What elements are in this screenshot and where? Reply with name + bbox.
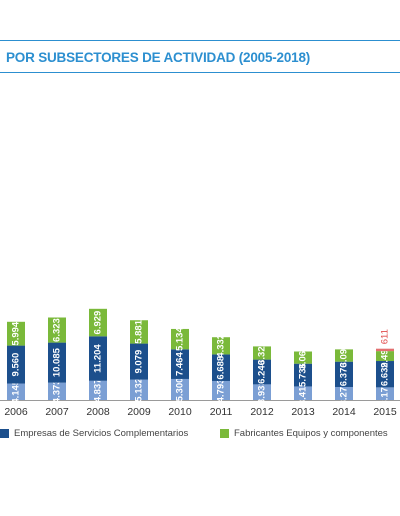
legend-item-1: Fabricantes Equipos y componentes xyxy=(220,428,388,439)
x-tick-label-2009: 2009 xyxy=(127,406,151,418)
data-label-2013-s2: 3.067 xyxy=(298,346,309,370)
bar-segment-2010-s0 xyxy=(171,378,189,400)
bar-segment-2015-s3 xyxy=(376,348,394,352)
x-tick-label-2013: 2013 xyxy=(291,406,315,418)
bar-segment-2015-s0 xyxy=(376,387,394,400)
bar-segment-2012-s2 xyxy=(253,346,271,360)
bar-segment-2015-s1 xyxy=(376,361,394,388)
bar-segment-2014-s1 xyxy=(335,361,353,387)
data-label-2010-s0: 5.300 xyxy=(175,378,186,402)
legend-swatch xyxy=(220,429,229,438)
data-label-2006-s0: 4.145 xyxy=(11,379,22,403)
data-label-2014-s0: 3.278 xyxy=(339,382,350,406)
bar-segment-2008-s1 xyxy=(89,336,107,381)
legend-swatch xyxy=(0,429,9,438)
top-rule xyxy=(0,40,400,41)
data-label-2008-s2: 6.929 xyxy=(93,311,104,335)
data-label-2015-s1: 6.639 xyxy=(380,362,391,386)
data-label-2010-s2: 5.134 xyxy=(175,327,186,351)
data-label-2006-s1: 9.560 xyxy=(11,353,22,377)
data-label-2011-s2: 4.332 xyxy=(216,334,227,358)
bar-segment-2013-s0 xyxy=(294,386,312,400)
legend: Empresas de Servicios Complementarios Fab… xyxy=(0,428,400,444)
x-tick-label-2014: 2014 xyxy=(332,406,356,418)
legend-item-0: Empresas de Servicios Complementarios xyxy=(0,428,188,439)
data-label-2007-s0: 4.373 xyxy=(52,379,63,403)
data-label-2007-s2: 6.323 xyxy=(52,318,63,342)
bar-segment-2009-s0 xyxy=(130,379,148,400)
x-tick-label-2012: 2012 xyxy=(250,406,274,418)
bar-segment-2007-s2 xyxy=(48,317,66,343)
x-tick-label-2010: 2010 xyxy=(168,406,192,418)
data-label-2014-s2: 3.098 xyxy=(339,344,350,368)
data-label-2015-s2: 2.494 xyxy=(380,343,391,367)
bar-segment-2007-s1 xyxy=(48,342,66,383)
bar-segment-2011-s1 xyxy=(212,354,230,381)
bar-segment-2009-s1 xyxy=(130,343,148,380)
bar-segment-2014-s2 xyxy=(335,349,353,362)
data-label-2008-s1: 11.204 xyxy=(93,344,104,373)
bar-segment-2013-s1 xyxy=(294,363,312,387)
x-tick-label-2007: 2007 xyxy=(45,406,69,418)
data-label-2014-s1: 6.376 xyxy=(339,362,350,386)
data-label-2009-s2: 5.881 xyxy=(134,319,145,343)
bar-segment-2006-s2 xyxy=(7,321,25,346)
bar-segment-2013-s2 xyxy=(294,351,312,364)
bar-segment-2006-s0 xyxy=(7,383,25,400)
data-label-2015-s0: 3.179 xyxy=(380,382,391,406)
data-label-2013-s1: 5.736 xyxy=(298,363,309,387)
x-tick-label-2008: 2008 xyxy=(86,406,110,418)
chart-title: POR SUBSECTORES DE ACTIVIDAD (2005-2018) xyxy=(6,50,311,65)
data-label-2009-s1: 9.079 xyxy=(134,350,145,374)
bar-segment-2009-s2 xyxy=(130,320,148,344)
x-tick-label-2015: 2015 xyxy=(373,406,397,418)
data-label-2010-s1: 7.464 xyxy=(175,352,186,376)
data-label-2011-s1: 6.688 xyxy=(216,356,227,380)
bar-segment-2011-s2 xyxy=(212,337,230,355)
bar-segment-2010-s1 xyxy=(171,349,189,379)
data-label-2013-s0: 3.413 xyxy=(298,381,309,405)
bar-segment-2012-s1 xyxy=(253,359,271,385)
bar-segment-2010-s2 xyxy=(171,328,189,350)
bar-segment-2006-s1 xyxy=(7,345,25,384)
data-label-2012-s0: 3.933 xyxy=(257,380,268,404)
bar-segment-2008-s0 xyxy=(89,380,107,400)
data-label-2011-s0: 4.793 xyxy=(216,379,227,403)
data-label-2009-s0: 5.132 xyxy=(134,378,145,402)
bar-segment-2012-s0 xyxy=(253,384,271,400)
bar-segment-2008-s2 xyxy=(89,308,107,337)
legend-label: Fabricantes Equipos y componentes xyxy=(234,428,388,439)
data-label-2007-s1: 10.085 xyxy=(52,347,63,377)
bar-segment-2015-s2 xyxy=(376,351,394,362)
data-label-2012-s1: 6.246 xyxy=(257,360,268,384)
x-tick-label-2006: 2006 xyxy=(4,406,28,418)
bar-segment-2014-s0 xyxy=(335,386,353,400)
data-label-2008-s0: 4.837 xyxy=(93,379,104,403)
x-tick-label-2011: 2011 xyxy=(210,406,233,418)
data-label-2015-s3: 611 xyxy=(380,329,391,344)
title-rule xyxy=(0,72,400,73)
bar-segment-2007-s0 xyxy=(48,382,66,400)
data-label-2006-s2: 5.994 xyxy=(11,321,22,345)
data-label-2012-s2: 3.320 xyxy=(257,341,268,365)
bar-segment-2011-s0 xyxy=(212,380,230,400)
legend-label: Empresas de Servicios Complementarios xyxy=(14,428,189,439)
